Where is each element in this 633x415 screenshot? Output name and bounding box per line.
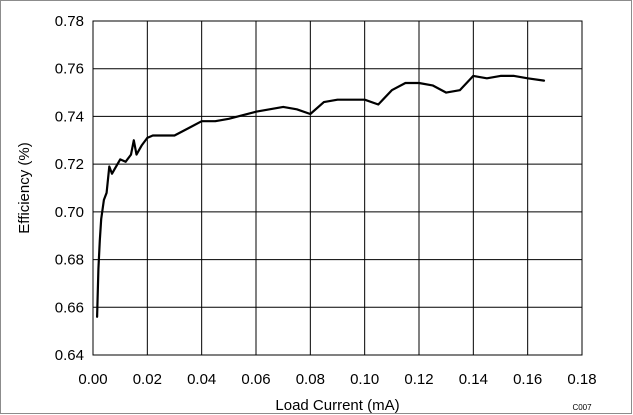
grid-lines	[93, 21, 582, 355]
x-axis-label: Load Current (mA)	[275, 397, 399, 414]
x-tick-label: 0.02	[133, 371, 162, 388]
y-tick-label: 0.70	[55, 204, 84, 221]
figure-code: C007	[572, 403, 592, 412]
x-tick-label: 0.14	[459, 371, 488, 388]
x-tick-label: 0.16	[513, 371, 542, 388]
x-tick-label: 0.10	[350, 371, 379, 388]
x-tick-label: 0.18	[567, 371, 596, 388]
y-tick-label: 0.66	[55, 299, 84, 316]
x-tick-label: 0.08	[296, 371, 325, 388]
x-tick-label: 0.04	[187, 371, 216, 388]
y-axis-label: Efficiency (%)	[16, 142, 33, 233]
plot-area	[92, 20, 583, 356]
x-tick-label: 0.00	[78, 371, 107, 388]
x-tick-label: 0.12	[404, 371, 433, 388]
x-tick-label: 0.06	[241, 371, 270, 388]
y-tick-label: 0.76	[55, 61, 84, 78]
y-tick-label: 0.74	[55, 108, 84, 125]
x-axis-ticks: 0.00 0.02 0.04 0.06 0.08 0.10 0.12 0.14 0.16 0.18	[78, 371, 596, 388]
y-tick-label: 0.72	[55, 156, 84, 173]
y-axis-ticks: 0.64 0.66 0.68 0.70 0.72 0.74 0.76 0.78	[55, 13, 84, 364]
y-tick-label: 0.78	[55, 13, 84, 30]
efficiency-series-line	[96, 74, 546, 318]
y-tick-label: 0.68	[55, 252, 84, 269]
y-tick-label: 0.64	[55, 347, 84, 364]
